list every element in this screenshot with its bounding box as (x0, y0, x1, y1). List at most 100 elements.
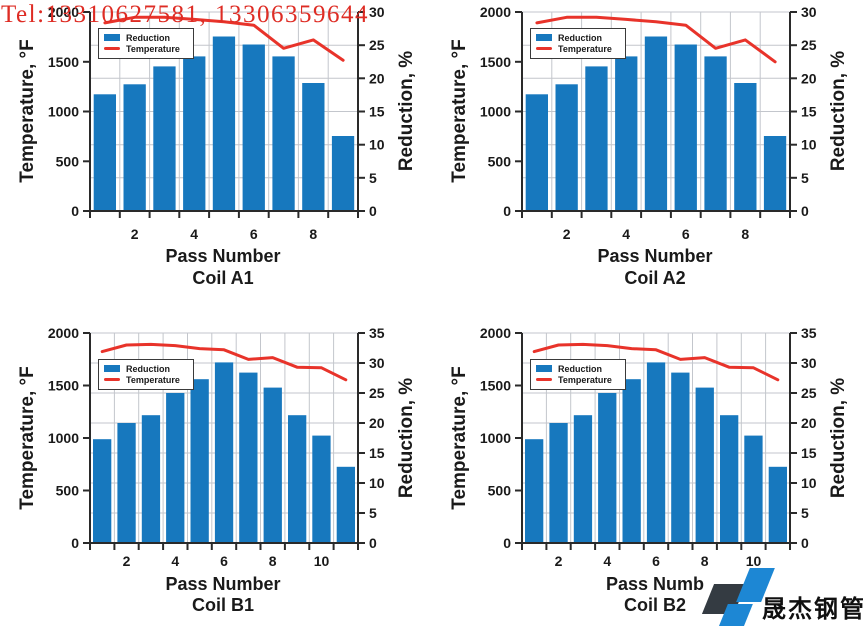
svg-text:35: 35 (801, 325, 817, 341)
coil-label: Coil B2 (623, 595, 686, 615)
reduction-bar (153, 66, 176, 212)
reduction-bar (117, 423, 136, 543)
svg-text:1000: 1000 (480, 430, 511, 446)
reduction-bar (263, 387, 282, 543)
svg-text:5: 5 (369, 170, 377, 186)
reduction-bar (695, 387, 714, 543)
reduction-bar (336, 466, 355, 543)
svg-text:2000: 2000 (480, 325, 511, 341)
legend-row: Temperature (104, 43, 188, 54)
svg-text:1000: 1000 (48, 430, 79, 446)
svg-text:6: 6 (220, 553, 228, 569)
legend: Reduction Temperature (98, 359, 194, 390)
x-tick-labels: 2 4 6 8 (563, 226, 750, 242)
legend: Reduction Temperature (98, 28, 194, 59)
svg-text:20: 20 (369, 415, 385, 431)
reduction-bar (212, 36, 236, 211)
x-tick-labels: 2 4 6 8 10 (123, 553, 330, 569)
legend-temperature-label: Temperature (558, 374, 612, 385)
svg-text:8: 8 (741, 226, 749, 242)
svg-text:1500: 1500 (48, 54, 79, 70)
legend-reduction-label: Reduction (558, 32, 602, 43)
svg-text:5: 5 (801, 505, 809, 521)
svg-text:10: 10 (801, 137, 817, 153)
svg-text:500: 500 (488, 483, 512, 499)
reduction-bar (288, 415, 307, 543)
right-tick-labels: 0 5 10 15 20 25 30 (801, 4, 817, 219)
right-tick-labels: 0 5 10 15 20 25 30 (369, 4, 385, 219)
x-tick-labels: 2 4 6 8 (131, 226, 318, 242)
reduction-bars (525, 36, 787, 212)
x-tick-labels: 2 4 6 8 10 (555, 553, 762, 569)
reduction-bars (93, 362, 355, 543)
right-axis-title: Reduction, % (828, 377, 849, 499)
legend-row: Temperature (536, 374, 620, 385)
legend: Reduction Temperature (530, 28, 626, 59)
svg-text:8: 8 (269, 553, 277, 569)
svg-text:25: 25 (369, 37, 385, 53)
svg-text:1500: 1500 (48, 378, 79, 394)
reduction-bar (190, 379, 209, 543)
svg-text:25: 25 (801, 37, 817, 53)
svg-text:500: 500 (488, 153, 512, 169)
temperature-swatch-icon (536, 47, 552, 50)
reduction-bar (763, 136, 787, 211)
chart-canvas-coil-a1: 0 500 1000 1500 2000 0 5 10 15 20 25 30 2 4 6 8 (48, 4, 385, 242)
right-axis-title: Reduction, % (396, 50, 417, 172)
axes (515, 332, 797, 550)
right-axis-title: Reduction, % (396, 377, 417, 499)
svg-text:0: 0 (503, 203, 511, 219)
reduction-swatch-icon (536, 34, 552, 41)
chart-coil-b1: 0 500 1000 1500 2000 0 5 10 15 20 25 30 35 2 4 6 8 10 Tem… (0, 310, 432, 626)
logo-text: 晟杰钢管 (762, 596, 864, 623)
reduction-bar (272, 56, 295, 212)
left-tick-labels: 0 500 1000 1500 2000 (48, 4, 79, 219)
legend: Reduction Temperature (530, 359, 626, 390)
svg-text:15: 15 (801, 104, 817, 120)
svg-text:4: 4 (190, 226, 198, 242)
svg-text:0: 0 (369, 203, 377, 219)
svg-text:2: 2 (123, 553, 131, 569)
axes (83, 11, 365, 218)
svg-text:20: 20 (801, 415, 817, 431)
svg-text:0: 0 (503, 535, 511, 551)
svg-text:0: 0 (801, 535, 809, 551)
left-axis-title: Temperature, °F (449, 366, 470, 510)
svg-text:30: 30 (801, 4, 817, 20)
x-axis-label: Pass Numb (605, 574, 705, 594)
svg-text:10: 10 (369, 475, 385, 491)
reduction-bar (123, 84, 146, 211)
reduction-swatch-icon (536, 365, 552, 372)
svg-text:10: 10 (801, 475, 817, 491)
reduction-bar (644, 36, 668, 211)
chart-canvas-coil-a2: 0 500 1000 1500 2000 0 5 10 15 20 25 30 2 4 6 8 (480, 4, 817, 242)
reduction-bar (622, 379, 641, 543)
chart-coil-b2: 0 500 1000 1500 2000 0 5 10 15 20 25 30 35 2 4 6 8 10 Tem… (432, 310, 864, 626)
svg-text:500: 500 (56, 483, 80, 499)
svg-text:0: 0 (71, 535, 79, 551)
reduction-bar (331, 136, 355, 211)
chart-coil-a2: 0 500 1000 1500 2000 0 5 10 15 20 25 30 2 4 6 8 Tempera… (432, 0, 864, 310)
coil-label: Coil A1 (192, 268, 254, 288)
company-logo: 晟杰钢管 (700, 563, 864, 626)
svg-text:30: 30 (801, 355, 817, 371)
reduction-bar (166, 393, 185, 543)
legend-reduction-label: Reduction (126, 32, 170, 43)
reduction-bar (615, 56, 638, 212)
reduction-bar (555, 84, 578, 211)
x-axis-label: Pass Number (165, 574, 281, 594)
reduction-bar (598, 393, 617, 543)
svg-text:1000: 1000 (480, 104, 511, 120)
reduction-bar (674, 44, 697, 211)
reduction-bars (525, 362, 787, 543)
svg-text:4: 4 (171, 553, 179, 569)
right-tick-labels: 0 5 10 15 20 25 30 35 (801, 325, 817, 551)
chart-canvas-coil-b2: 0 500 1000 1500 2000 0 5 10 15 20 25 30 35 2 4 6 8 10 (480, 325, 817, 569)
temperature-swatch-icon (104, 378, 120, 381)
svg-text:20: 20 (801, 70, 817, 86)
temperature-line (535, 15, 777, 64)
reduction-bars (93, 36, 355, 212)
svg-text:4: 4 (603, 553, 611, 569)
svg-text:2: 2 (555, 553, 563, 569)
